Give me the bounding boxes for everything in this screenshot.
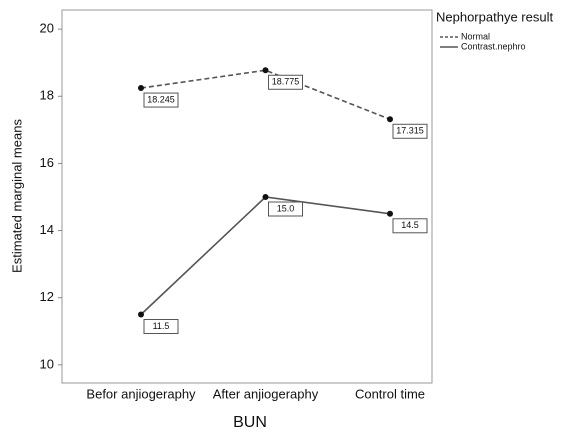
y-axis-label: Estimated marginal means: [9, 119, 24, 273]
x-tick-label: Control time: [355, 386, 425, 401]
legend-label: Contrast.nephro: [461, 41, 526, 51]
y-tick-label: 18: [40, 88, 54, 103]
y-tick-label: 12: [40, 289, 54, 304]
data-label-box: [268, 201, 303, 217]
legend-title: Nephorpathye result: [436, 9, 553, 24]
data-label-box: [392, 218, 428, 234]
x-tick-label: Befor anjiogeraphy: [86, 386, 196, 401]
y-tick-label: 20: [40, 21, 54, 36]
data-label-box: [143, 319, 179, 335]
data-label-box: [392, 123, 428, 139]
data-point: [262, 194, 269, 201]
x-axis-label: BUN: [233, 414, 267, 431]
plot-frame: [61, 9, 433, 384]
data-label-box: [268, 74, 303, 90]
data-point: [262, 67, 269, 74]
x-tick-label: After anjiogeraphy: [213, 386, 319, 401]
data-label-box: [143, 92, 179, 108]
y-tick-label: 10: [40, 356, 54, 371]
data-label: 17.315: [396, 126, 424, 136]
y-tick-label: 16: [40, 155, 54, 170]
data-label: 11.5: [153, 321, 170, 331]
data-point: [387, 210, 393, 217]
data-point: [138, 311, 144, 318]
legend-label: Normal: [461, 31, 490, 41]
series-line: [140, 196, 391, 316]
data-point: [138, 85, 144, 92]
data-label: 14.5: [401, 220, 419, 230]
data-label: 15.0: [277, 203, 295, 213]
data-point: [387, 116, 393, 123]
series-line: [140, 69, 391, 121]
data-label: 18.775: [272, 77, 300, 87]
y-tick-label: 14: [40, 222, 54, 237]
data-label: 18.245: [147, 94, 175, 104]
